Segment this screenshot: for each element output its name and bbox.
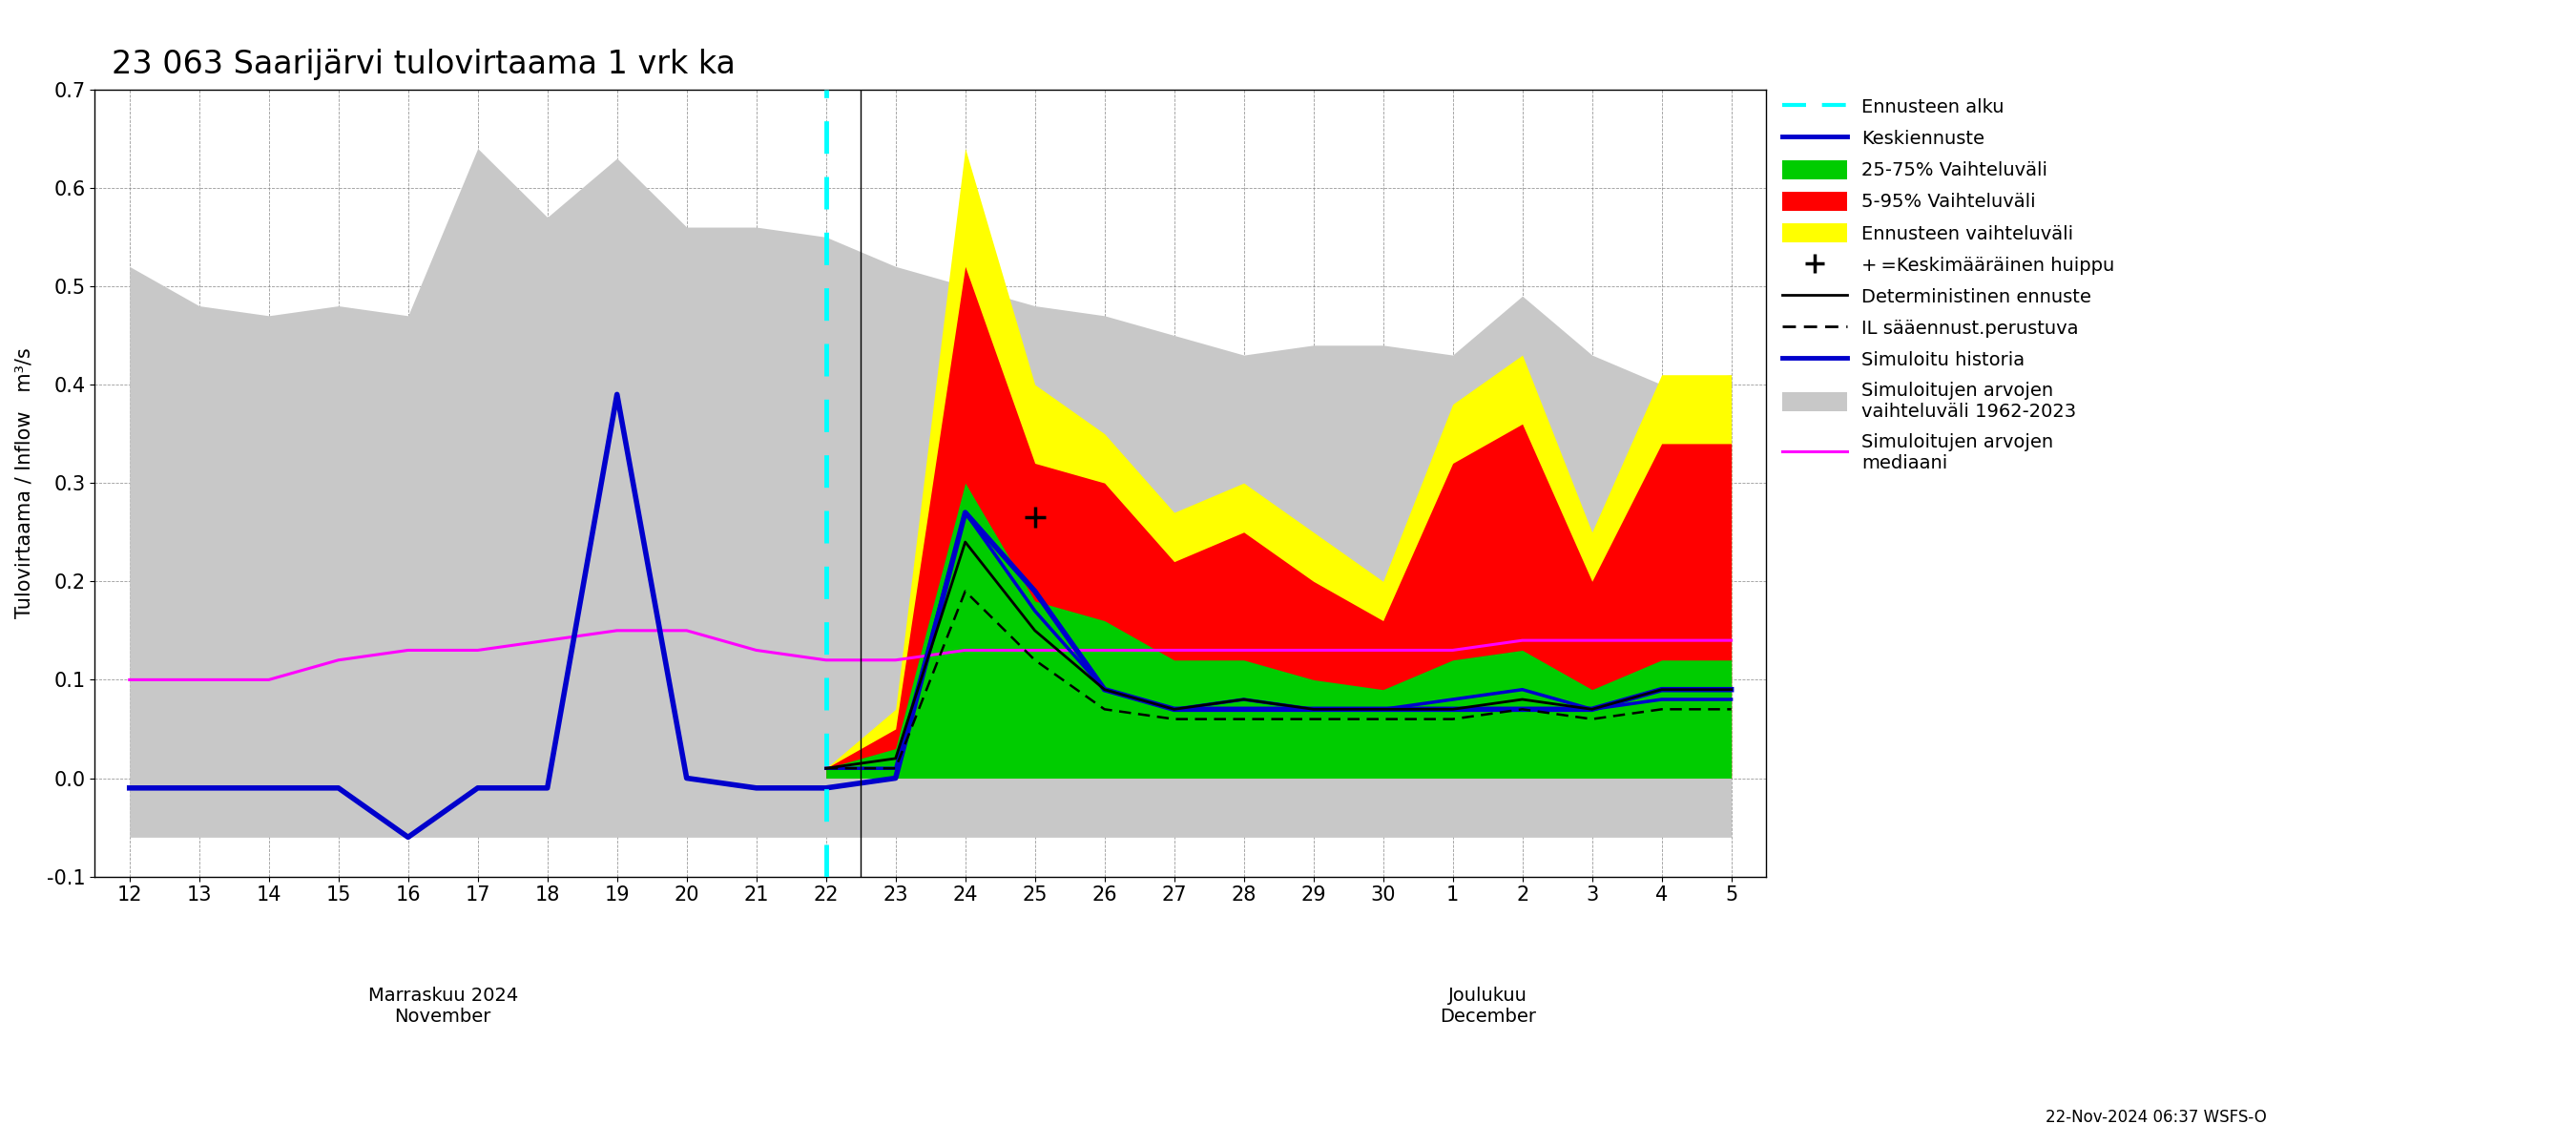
Y-axis label: Tulovirtaama / Inflow   m³/s: Tulovirtaama / Inflow m³/s [15,348,33,618]
Legend: Ennusteen alku, Keskiennuste, 25-75% Vaihteluväli, 5-95% Vaihteluväli, Ennusteen: Ennusteen alku, Keskiennuste, 25-75% Vai… [1775,89,2123,480]
Text: 22-Nov-2024 06:37 WSFS-O: 22-Nov-2024 06:37 WSFS-O [2045,1108,2267,1126]
Text: 23 063 Saarijärvi tulovirtaama 1 vrk ka: 23 063 Saarijärvi tulovirtaama 1 vrk ka [111,48,734,80]
Text: Marraskuu 2024
November: Marraskuu 2024 November [368,987,518,1026]
Text: Joulukuu
December: Joulukuu December [1440,987,1535,1026]
